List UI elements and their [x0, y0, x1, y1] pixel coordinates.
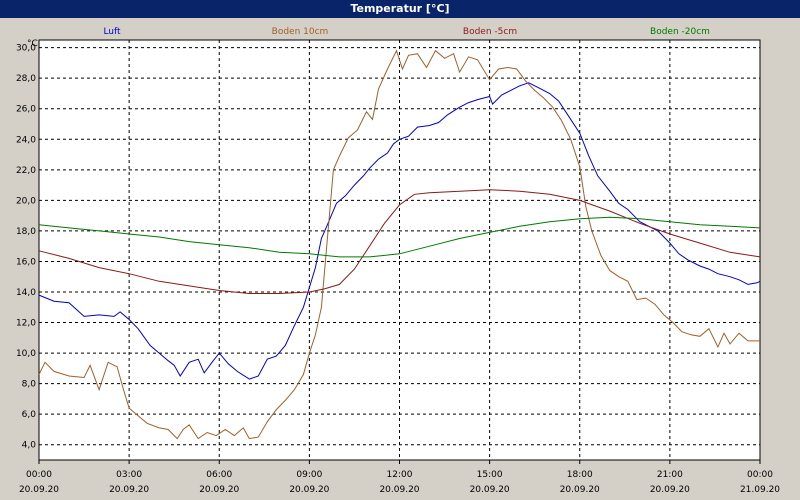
x-tick-time-label: 21:00	[657, 470, 683, 480]
y-tick-label: 30,0	[16, 44, 36, 54]
x-tick-time-label: 12:00	[387, 470, 413, 480]
x-tick-date-label: 21.09.20	[740, 485, 780, 495]
window-title: Temperatur [°C]	[0, 0, 800, 18]
x-tick-time-label: 00:00	[747, 470, 773, 480]
legend-entry-1: Luft	[103, 27, 121, 37]
series-line-4	[38, 216, 761, 258]
legend-entry-4: Boden -20cm	[650, 27, 710, 37]
x-tick-time-label: 06:00	[206, 470, 232, 480]
y-tick-label: 4,0	[22, 441, 37, 451]
x-tick-date-label: 20.09.20	[199, 485, 239, 495]
y-axis-ticks: 4,0 6,0 8,0 10,0 12,0 14,0 16,0 18,0 20,0 22,0 24,…	[16, 44, 36, 451]
x-tick-time-label: 09:00	[296, 470, 322, 480]
series-line-1	[38, 82, 761, 380]
series-line-2	[38, 49, 760, 440]
y-tick-label: 12,0	[16, 319, 36, 329]
legend-entry-2: Boden 10cm	[272, 27, 329, 37]
x-tick-time-label: 00:00	[26, 470, 52, 480]
y-tick-label: 28,0	[16, 74, 36, 84]
y-tick-label: 16,0	[16, 257, 36, 267]
x-tick-date-label: 20.09.20	[19, 485, 59, 495]
legend: Luft Boden 10cm Boden -5cm Boden -20cm	[103, 27, 710, 37]
y-tick-label: 8,0	[22, 380, 37, 390]
grid-lines	[39, 40, 760, 460]
legend-entry-3: Boden -5cm	[463, 27, 517, 37]
y-tick-label: 14,0	[16, 288, 36, 298]
temperature-chart: 4,0 6,0 8,0 10,0 12,0 14,0 16,0 18,0 20,0 22,0 24,…	[16, 27, 780, 495]
x-tick-time-label: 15:00	[477, 470, 503, 480]
y-tick-label: 20,0	[16, 196, 36, 206]
y-axis-label: °C	[27, 39, 38, 49]
y-tick-label: 22,0	[16, 166, 36, 176]
series-lines	[38, 49, 761, 440]
y-tick-label: 10,0	[16, 349, 36, 359]
x-tick-date-label: 20.09.20	[560, 485, 600, 495]
y-tick-label: 24,0	[16, 135, 36, 145]
x-axis-ticks: 00:00 20.09.20 03:00 20.09.20 06:00 20.09.20 0…	[19, 460, 780, 495]
x-tick-time-label: 03:00	[116, 470, 142, 480]
y-tick-label: 6,0	[22, 410, 37, 420]
x-tick-date-label: 20.09.20	[650, 485, 690, 495]
y-tick-label: 26,0	[16, 105, 36, 115]
x-tick-date-label: 20.09.20	[289, 485, 329, 495]
x-tick-time-label: 18:00	[567, 470, 593, 480]
series-line-3	[38, 189, 761, 294]
x-tick-date-label: 20.09.20	[109, 485, 149, 495]
x-tick-date-label: 20.09.20	[470, 485, 510, 495]
y-tick-label: 18,0	[16, 227, 36, 237]
x-tick-date-label: 20.09.20	[379, 485, 419, 495]
